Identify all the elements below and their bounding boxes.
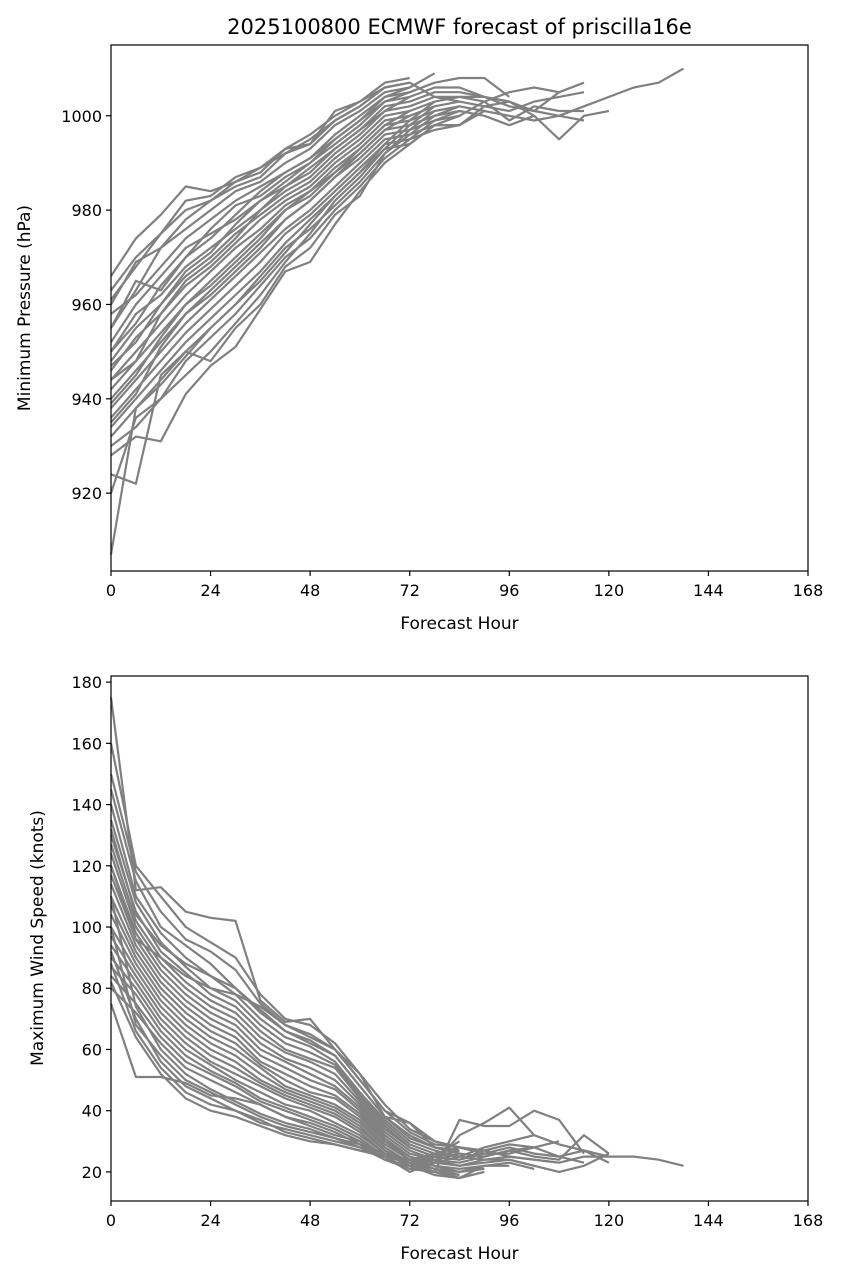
pressure-series-m19 (110, 110, 436, 485)
wind-y-axis-label: Maximum Wind Speed (knots) (28, 810, 48, 1066)
pressure-series-m20 (109, 105, 436, 494)
pressure-series-m21 (109, 100, 436, 555)
wind-x-tick-label: 120 (594, 1211, 625, 1230)
wind-series-m8 (109, 844, 610, 1164)
wind-series-m12 (109, 883, 535, 1171)
wind-series-m18 (110, 944, 485, 1180)
wind-series-m30 (109, 828, 460, 1155)
wind-y-tick-label: 140 (71, 796, 102, 815)
wind-y-tick-label: 120 (71, 857, 102, 876)
wind-series-m11 (109, 874, 535, 1167)
wind-x-tick-label: 0 (106, 1211, 116, 1230)
wind-x-tick-label: 72 (400, 1211, 420, 1230)
pressure-series-m27 (110, 114, 411, 424)
pressure-x-tick-label: 72 (400, 581, 420, 600)
pressure-x-ticks: 0 24 48 72 96 120 144 168 (106, 571, 823, 600)
wind-x-tick-label: 144 (693, 1211, 724, 1230)
wind-series-m23 (109, 1003, 460, 1174)
pressure-series-m18 (110, 114, 460, 457)
pressure-x-tick-label: 120 (594, 581, 625, 600)
pressure-y-tick-label: 1000 (61, 107, 102, 126)
wind-series-m10 (109, 865, 560, 1167)
wind-x-tick-label: 96 (499, 1211, 519, 1230)
wind-series-m29 (109, 865, 485, 1155)
wind-series-m24 (109, 926, 460, 1167)
wind-series-m14 (110, 905, 485, 1174)
wind-y-tick-label: 20 (82, 1163, 102, 1182)
wind-x-axis-label: Forecast Hour (400, 1244, 518, 1264)
pressure-series-m23 (110, 86, 386, 301)
pressure-series-m17 (110, 109, 460, 447)
wind-y-tick-label: 180 (71, 673, 102, 692)
pressure-series-m25 (110, 95, 411, 381)
pressure-series-m28 (110, 86, 411, 353)
wind-series-m27 (109, 963, 460, 1161)
wind-series-m3 (109, 773, 684, 1167)
pressure-x-axis-label: Forecast Hour (400, 614, 518, 634)
wind-axes-frame (110, 675, 809, 1202)
pressure-y-tick-label: 940 (71, 390, 102, 409)
wind-series-m6 (109, 819, 610, 1158)
pressure-series-m10 (110, 105, 585, 381)
pressure-y-tick-label: 980 (71, 201, 102, 220)
wind-series-m28 (109, 981, 460, 1164)
pressure-y-tick-label: 960 (71, 295, 102, 314)
pressure-x-tick-label: 48 (300, 581, 320, 600)
wind-series-m9 (109, 853, 610, 1164)
pressure-series-m9 (110, 91, 585, 372)
pressure-x-tick-label: 24 (200, 581, 220, 600)
wind-y-tick-label: 160 (71, 734, 102, 753)
wind-x-tick-label: 48 (300, 1211, 320, 1230)
wind-panel: 0 24 48 72 96 120 144 168 20 40 60 80 100 120 140 160 1… (28, 673, 823, 1264)
wind-y-tick-label: 40 (82, 1102, 102, 1121)
pressure-series-m16 (110, 105, 460, 438)
pressure-y-tick-label: 920 (71, 484, 102, 503)
pressure-y-axis-label: Minimum Pressure (hPa) (15, 205, 35, 411)
pressure-series-m24 (110, 91, 411, 367)
pressure-series-m26 (110, 110, 411, 405)
wind-series-m21 (110, 975, 536, 1171)
wind-x-ticks: 0 24 48 72 96 120 144 168 (106, 1201, 823, 1230)
wind-series-m7 (109, 834, 585, 1164)
wind-y-ticks: 20 40 60 80 100 120 140 160 180 (71, 673, 111, 1182)
pressure-x-tick-label: 96 (499, 581, 519, 600)
pressure-panel: 0 24 48 72 96 120 144 168 920 940 960 980 1000 Fore… (15, 44, 823, 634)
wind-y-tick-label: 60 (82, 1040, 102, 1059)
wind-series-group (109, 697, 684, 1180)
pressure-axes-frame (110, 44, 809, 572)
wind-x-tick-label: 168 (793, 1211, 824, 1230)
chart-title: 2025100800 ECMWF forecast of priscilla16… (227, 15, 692, 39)
pressure-x-tick-label: 144 (693, 581, 724, 600)
pressure-series-group (109, 67, 685, 555)
pressure-x-tick-label: 168 (793, 581, 824, 600)
wind-series-m13 (109, 895, 510, 1174)
pressure-y-ticks: 920 940 960 980 1000 (61, 107, 111, 503)
wind-series-m20 (110, 966, 585, 1174)
wind-y-tick-label: 100 (71, 918, 102, 937)
pressure-x-tick-label: 0 (106, 581, 116, 600)
wind-y-tick-label: 80 (82, 979, 102, 998)
wind-x-tick-label: 24 (200, 1211, 220, 1230)
